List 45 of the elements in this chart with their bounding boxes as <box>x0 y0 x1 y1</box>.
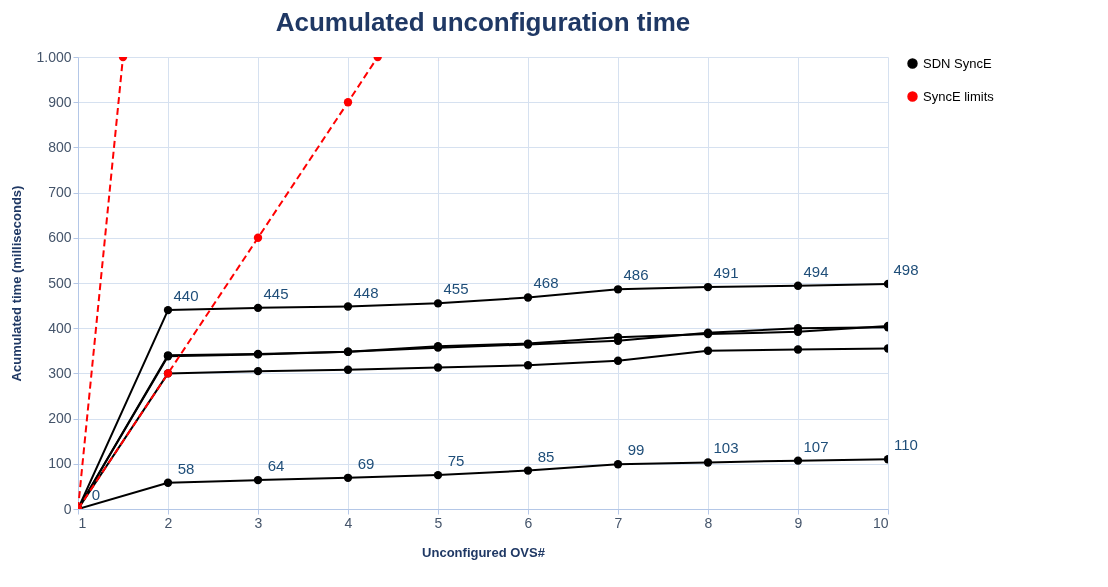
y-axis-title: Acumulated time (milliseconds) <box>9 185 25 382</box>
data-label: 103 <box>713 439 739 457</box>
data-label: 75 <box>447 452 465 470</box>
x-tick-label: 8 <box>704 514 713 531</box>
x-tick-label: 4 <box>344 514 353 531</box>
y-tick-label: 800 <box>48 138 72 155</box>
y-tick-label: 0 <box>63 500 72 517</box>
x-axis-title: Unconfigured OVS# <box>422 544 546 560</box>
data-label: 85 <box>537 447 555 465</box>
x-tick-label: 5 <box>434 514 443 531</box>
data-label: 0 <box>91 486 101 503</box>
data-label: 445 <box>263 284 289 302</box>
data-label: 491 <box>713 264 739 282</box>
legend-label: SDN SyncE <box>923 55 992 71</box>
y-tick-label: 500 <box>48 274 72 291</box>
data-label: 69 <box>357 454 375 472</box>
y-tick-label: 400 <box>48 319 72 336</box>
y-tick-label: 1.000 <box>36 48 72 65</box>
x-tick-label: 7 <box>614 514 623 531</box>
data-label: 64 <box>267 457 285 475</box>
data-label: 486 <box>623 266 649 284</box>
chart-title: Acumulated unconfiguration time <box>275 7 691 37</box>
data-label: 468 <box>533 274 559 292</box>
x-tick-label: 6 <box>524 514 533 531</box>
x-tick-label: 10 <box>872 514 889 531</box>
x-tick-label: 3 <box>254 514 263 531</box>
data-label: 58 <box>177 459 195 477</box>
y-tick-label: 300 <box>48 364 72 381</box>
data-label: 455 <box>443 280 469 298</box>
y-tick-label: 200 <box>48 410 72 427</box>
data-label: 498 <box>893 260 919 278</box>
y-tick-label: 900 <box>48 93 72 110</box>
x-tick-label: 9 <box>794 514 803 531</box>
data-label: 99 <box>627 441 645 459</box>
x-tick-label: 2 <box>164 514 173 531</box>
y-tick-label: 600 <box>48 229 72 246</box>
data-label: 448 <box>353 283 379 301</box>
data-label: 110 <box>894 436 918 454</box>
x-tick-label: 1 <box>78 514 87 531</box>
data-label: 494 <box>803 262 829 280</box>
data-label: 440 <box>173 287 199 305</box>
y-tick-label: 100 <box>48 455 72 472</box>
legend-label: SyncE limits <box>923 88 995 104</box>
data-label: 107 <box>803 437 829 455</box>
y-tick-label: 700 <box>48 184 72 201</box>
